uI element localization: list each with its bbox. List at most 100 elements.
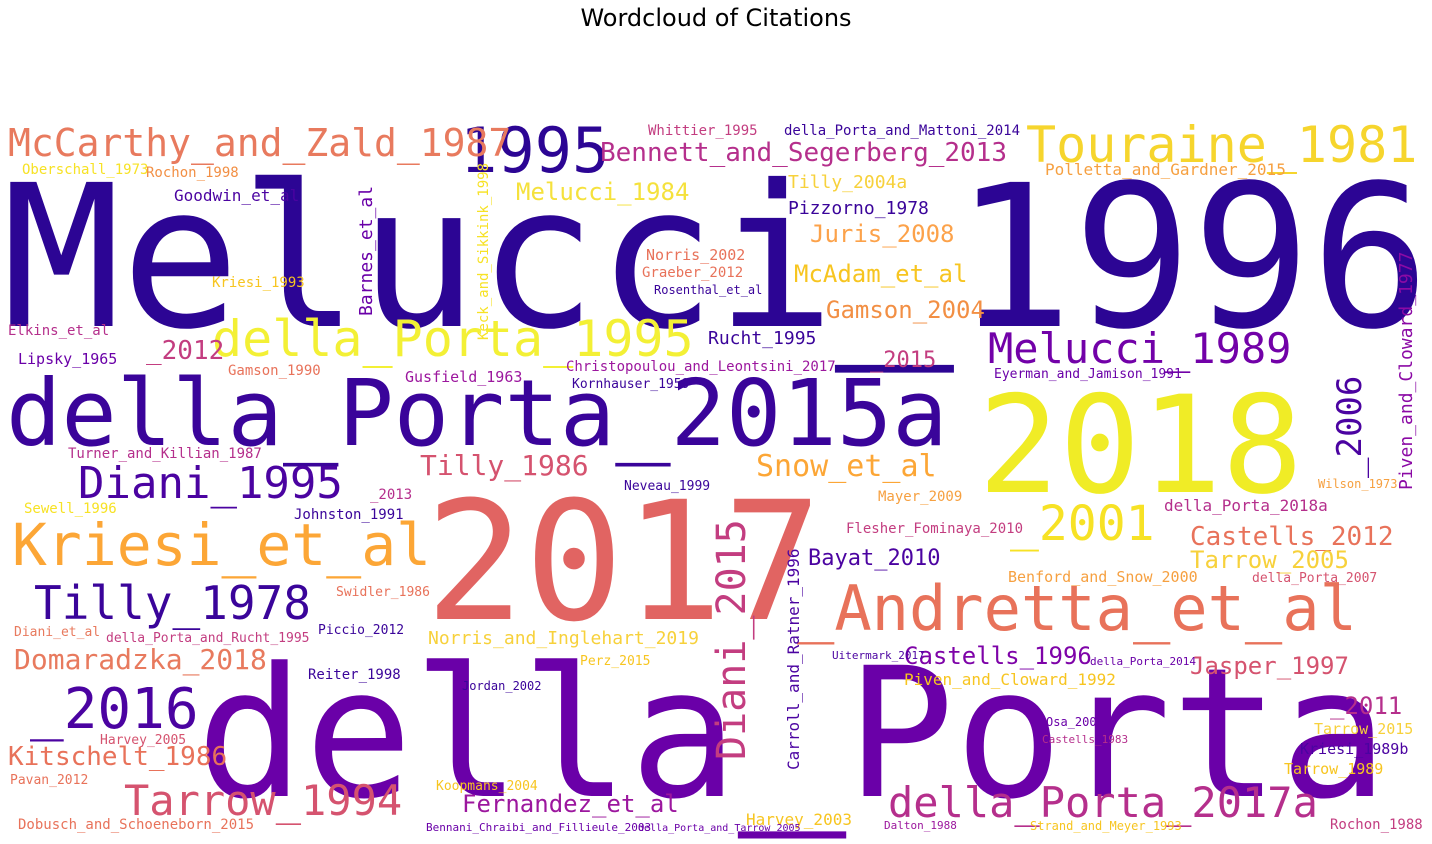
word-26: Melucci_1984 — [516, 178, 690, 206]
word-83: Koopmans_2004 — [436, 779, 538, 794]
word-31: Tarrow_2005 — [1190, 546, 1349, 574]
word-36: Carroll_and_Ratner_1996 — [784, 548, 803, 770]
word-89: Tarrow_1989 — [1284, 760, 1384, 778]
word-52: Oberschall_1973 — [22, 162, 149, 178]
word-95: della_Porta_2014 — [1090, 655, 1196, 668]
word-56: Norris_2002 — [646, 246, 746, 264]
word-42: _2011 — [1330, 692, 1403, 720]
word-62: Gusfield_1963 — [405, 368, 523, 386]
word-33: Bayat_2010 — [808, 546, 941, 571]
word-70: _2013 — [370, 487, 413, 503]
word-55: Keck_and_Sikkink_1998 — [476, 162, 492, 340]
word-60: Elkins_et_al — [8, 323, 110, 339]
word-71: Sewell_1996 — [24, 501, 117, 517]
word-21: Castells_2012 — [1190, 522, 1394, 552]
word-5: 1995 — [460, 114, 610, 187]
word-0: Melucci_1996 — [2, 143, 1430, 373]
word-24: Snow_et_al — [756, 449, 937, 484]
word-64: Gamson_1990 — [228, 363, 321, 379]
word-73: della_Porta_2018a — [1164, 496, 1328, 515]
word-27: Juris_2008 — [810, 220, 955, 248]
word-4: della_Porta_2015a — [6, 360, 948, 467]
word-35: Piven_and_Cloward_1977 — [1396, 251, 1417, 490]
word-49: della_Porta_and_Mattoni_2014 — [784, 123, 1021, 139]
word-46: Piven_and_Cloward_1992 — [904, 670, 1116, 689]
word-43: Harvey_2003 — [746, 810, 852, 829]
word-96: Osa_2003 — [1046, 715, 1104, 729]
word-94: Uitermark_2017 — [832, 649, 925, 662]
word-88: della_Porta_and_Tarrow_2005 — [638, 823, 801, 834]
word-7: McCarthy_and_Zald_1987 — [8, 121, 512, 165]
word-12: Diani_1995 — [78, 458, 343, 509]
word-25: Tilly_1986 — [420, 449, 589, 482]
word-10: _Andretta_et_al — [797, 572, 1357, 645]
word-22: Castells_1996 — [904, 642, 1092, 670]
word-47: Polletta_and_Gardner_2015 — [1045, 160, 1286, 179]
word-32: Fernandez_et_al — [462, 790, 679, 818]
word-3: 2018 — [978, 367, 1304, 524]
word-53: Rochon_1998 — [146, 165, 239, 181]
word-11: Tilly_1978 — [34, 576, 311, 630]
word-28: McAdam_et_al — [794, 260, 968, 288]
word-38: Pizzorno_1978 — [788, 198, 929, 219]
word-6: Touraine_1981 — [1026, 116, 1418, 174]
word-90: Tarrow_2015 — [1314, 720, 1414, 738]
word-61: Lipsky_1965 — [18, 350, 118, 368]
word-74: Benford_and_Snow_2000 — [1008, 568, 1198, 586]
word-57: Graeber_2012 — [642, 265, 744, 281]
chart-title: Wordcloud of Citations — [580, 4, 852, 32]
word-29: Gamson_2004 — [826, 296, 985, 324]
word-54: Barnes_et_al — [356, 185, 377, 316]
word-87: Bennani_Chraibi_and_Fillieule_2003 — [426, 821, 652, 834]
word-15: Tarrow_1994 — [124, 776, 403, 825]
word-19: Diani_2015 — [709, 519, 755, 760]
word-91: Kriesi_1989b — [1300, 740, 1409, 758]
word-63: Kornhauser_1959 — [572, 377, 690, 392]
word-23: Kitschelt_1986 — [8, 742, 228, 772]
word-30: Jasper_1997 — [1190, 652, 1349, 680]
word-77: Piccio_2012 — [318, 623, 405, 638]
word-37: Tilly_2004a — [788, 172, 908, 193]
word-76: Swidler_1986 — [336, 585, 430, 600]
word-39: Rucht_1995 — [708, 328, 817, 349]
word-80: Perz_2015 — [580, 654, 651, 669]
word-72: Flesher_Fominaya_2010 — [846, 521, 1024, 537]
word-59: Kriesi_1993 — [212, 275, 305, 291]
word-34: _2006 — [1330, 375, 1370, 478]
word-16: _2016 — [30, 677, 199, 742]
word-97: Castells_1983 — [1042, 733, 1129, 746]
word-65: Eyerman_and_Jamison_1991 — [994, 367, 1182, 382]
word-17: _2001 — [1010, 496, 1155, 552]
word-75: della_Porta_2007 — [1252, 571, 1378, 586]
word-41: _2012 — [146, 336, 225, 366]
word-8: della_Porta_1995 — [212, 310, 694, 368]
word-40: _2015 — [870, 348, 937, 373]
word-93: Dalton_1988 — [884, 819, 957, 832]
word-50: Christopoulou_and_Leontsini_2017 — [566, 359, 836, 375]
word-82: Jordan_2002 — [462, 679, 542, 693]
word-84: Harvey_2005 — [100, 733, 187, 748]
word-18: Bennett_and_Segerberg_2013 — [600, 138, 1007, 168]
word-79: Diani_et_al — [14, 625, 101, 640]
word-68: Neveau_1999 — [624, 479, 711, 494]
word-85: Pavan_2012 — [10, 773, 89, 788]
word-58: Rosenthal_et_al — [654, 283, 763, 297]
word-92: Strand_and_Meyer_1993 — [1030, 819, 1182, 833]
word-78: della_Porta_and_Rucht_1995 — [106, 631, 310, 646]
word-13: Melucci_1989 — [988, 324, 1292, 373]
word-14: della_Porta_2017a — [888, 778, 1318, 827]
word-48: Whittier_1995 — [648, 123, 758, 139]
word-2: 2017 — [425, 466, 823, 658]
word-20: Domaradzka_2018 — [14, 643, 267, 676]
word-67: Mayer_2009 — [878, 489, 963, 505]
word-1: della_Porta — [196, 630, 1389, 839]
word-81: Reiter_1998 — [308, 667, 401, 683]
word-69: Johnston_1991 — [294, 507, 404, 523]
word-98: Wilson_1973 — [1318, 477, 1398, 491]
word-86: Dobusch_and_Schoeneborn_2015 — [18, 817, 255, 833]
word-9: Kriesi_et_al — [12, 511, 432, 579]
word-44: Rochon_1988 — [1330, 817, 1423, 833]
word-66: Turner_and_Killian_1987 — [68, 446, 262, 462]
word-51: Goodwin_et_al — [174, 186, 300, 205]
